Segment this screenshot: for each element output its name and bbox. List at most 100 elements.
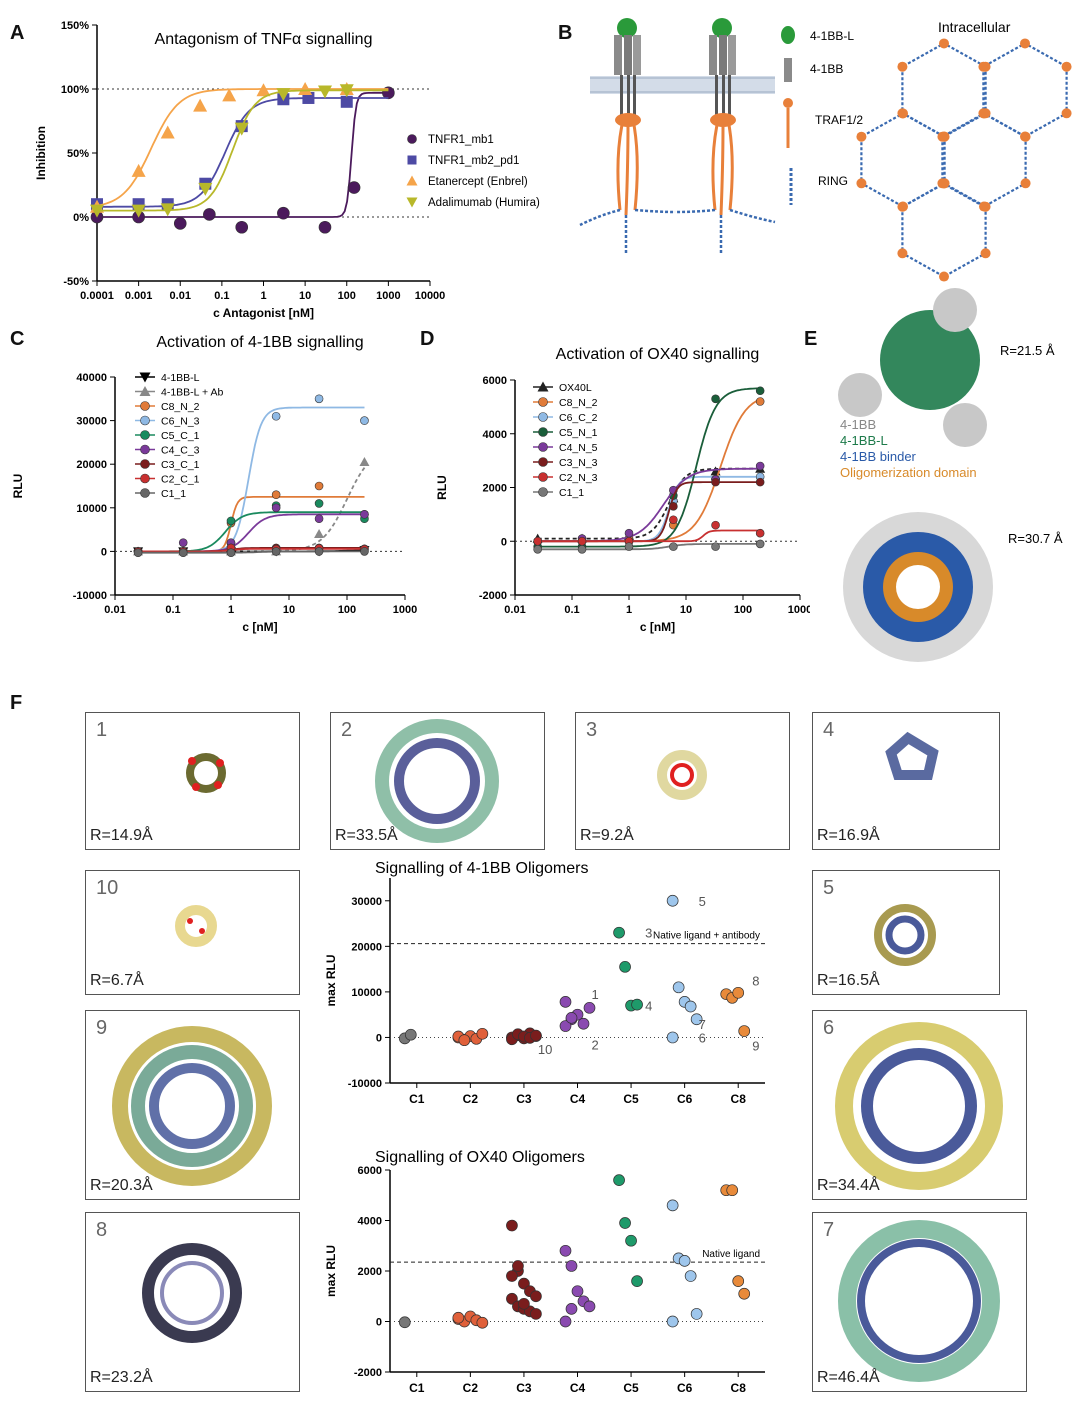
x-tick-label: 100 — [338, 604, 356, 616]
trimer-structure — [838, 288, 987, 447]
data-point — [565, 1260, 578, 1272]
structure-radius: R=34.4Å — [817, 1177, 880, 1194]
legend-marker — [537, 381, 549, 392]
data-point — [755, 528, 765, 538]
legend-label: TNFR1_mb2_pd1 — [428, 155, 519, 167]
traf-node — [898, 108, 908, 119]
legend-marker — [140, 444, 150, 455]
data-point — [222, 88, 237, 102]
data-point — [684, 1000, 697, 1013]
data-point — [619, 1217, 631, 1229]
structure-box-6: 6 R=34.4Å — [812, 1010, 1027, 1200]
traf-node — [980, 201, 991, 212]
structure-box-2: 2 R=33.5Å — [330, 712, 545, 850]
panel-label-c: C — [10, 328, 25, 350]
hex-edge — [941, 112, 1027, 208]
x-tick-label: C6 — [677, 1092, 693, 1106]
hex-edge — [982, 42, 1068, 138]
reference-label: Native ligand — [702, 1249, 760, 1260]
legend-marker — [406, 175, 418, 186]
data-point — [613, 926, 625, 939]
series-C1_1: C1_1 — [133, 488, 369, 558]
data-point — [298, 82, 313, 95]
x-tick-label: 1000 — [393, 604, 417, 616]
data-point — [476, 1316, 489, 1329]
data-point — [666, 894, 679, 907]
data-point — [131, 163, 146, 177]
receptor-icon — [784, 58, 792, 82]
structure-number: 10 — [96, 877, 119, 899]
structure-box-3: 3 R=9.2Å — [575, 712, 790, 850]
oligomer-ring-structure — [843, 512, 993, 662]
data-point — [755, 461, 765, 471]
data-point — [565, 1012, 578, 1024]
category-C6 — [666, 1199, 703, 1328]
category-C8 — [720, 1184, 751, 1300]
data-point — [678, 1255, 691, 1267]
data-point — [234, 122, 249, 136]
fit-curve — [537, 387, 761, 548]
data-point — [360, 510, 369, 519]
data-point — [314, 514, 324, 523]
data-point — [530, 1290, 542, 1303]
category-C4 — [559, 1244, 596, 1328]
chart-f-4-1bb: Signalling of 4-1BB Oligomers -10000 0 1000… — [324, 860, 765, 1106]
data-point — [711, 477, 720, 487]
structure-number: 1 — [96, 719, 108, 741]
legend-label: OX40L — [559, 382, 592, 394]
x-tick-label: C8 — [731, 1381, 747, 1395]
x-tick-label: 1 — [260, 290, 266, 302]
x-tick-label: 100 — [338, 290, 356, 302]
data-point — [684, 1270, 697, 1282]
legend-marker — [140, 430, 150, 440]
y-tick-label: -50% — [63, 276, 89, 288]
y-tick-label: 4000 — [483, 429, 507, 441]
point-annotation: 8 — [752, 974, 759, 989]
data-point — [340, 95, 353, 108]
x-tick-label: C4 — [570, 1381, 586, 1395]
legend-label: C8_N_2 — [559, 397, 598, 409]
data-point — [577, 545, 587, 554]
category-C2 — [452, 1310, 489, 1329]
x-tick-label: C8 — [731, 1092, 747, 1106]
data-point — [476, 1027, 489, 1040]
legend-marker — [140, 415, 150, 426]
receptor-complex-left — [579, 18, 676, 255]
y-tick-label: 2000 — [358, 1266, 382, 1278]
data-point — [235, 220, 249, 234]
structure-3-image — [657, 750, 707, 800]
data-point — [271, 411, 281, 421]
legend-label: Adalimumab (Humira) — [428, 197, 540, 209]
data-point — [726, 1184, 739, 1197]
data-point — [533, 545, 542, 554]
point-annotation: 4 — [645, 999, 652, 1014]
legend-marker — [140, 459, 150, 469]
structure-box-10: 10 R=6.7Å — [85, 870, 300, 995]
y-tick-label: 0 — [376, 1317, 382, 1329]
legend-4-1bb: 4-1BB — [840, 417, 876, 432]
radius-label-2: R=30.7 Å — [1008, 531, 1063, 546]
category-C3 — [506, 1219, 542, 1320]
data-point — [178, 538, 188, 547]
legend-marker — [538, 412, 548, 422]
structure-radius: R=16.5Å — [817, 972, 880, 989]
data-point — [755, 477, 765, 487]
data-point — [738, 1025, 751, 1037]
traf-node — [939, 38, 949, 49]
legend-ring-label: RING — [818, 174, 848, 188]
traf-node — [978, 61, 989, 72]
x-tick-label: 1 — [228, 604, 234, 616]
legend-label: C1_1 — [559, 487, 584, 499]
data-point — [559, 1244, 572, 1257]
point-annotation: 10 — [538, 1042, 552, 1057]
x-tick-label: 0.1 — [214, 290, 229, 302]
structure-number: 6 — [823, 1017, 835, 1039]
traf-node — [1061, 108, 1072, 119]
structure-2-image — [375, 719, 499, 843]
structure-8-image — [142, 1243, 242, 1343]
category-C5 — [613, 1174, 643, 1287]
series-C2_N_3: C2_N_3 — [533, 472, 765, 546]
panel-label-d: D — [420, 328, 435, 350]
legend-label: C4_C_3 — [161, 445, 200, 457]
data-point — [571, 1285, 584, 1298]
